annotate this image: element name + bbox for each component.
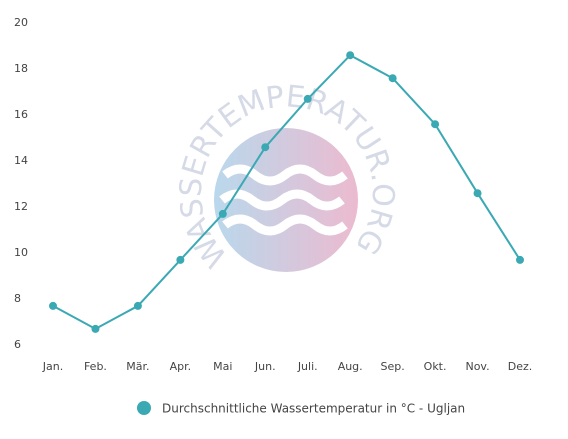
y-tick-label: 14: [14, 154, 28, 167]
x-tick-label: Dez.: [508, 360, 533, 373]
point: [176, 255, 185, 264]
x-tick-label: Aug.: [338, 360, 363, 373]
legend-marker: [137, 401, 151, 415]
legend-label: Durchschnittliche Wassertemperatur in °C…: [162, 402, 465, 416]
point: [133, 301, 142, 310]
watermark-waves: [219, 164, 348, 236]
point: [346, 51, 355, 60]
y-tick-label: 6: [14, 338, 21, 351]
x-tick-label: Jun.: [254, 360, 276, 373]
x-tick-label: Mär.: [126, 360, 149, 373]
x-tick-label: Jan.: [42, 360, 63, 373]
y-tick-label: 10: [14, 246, 28, 259]
point: [261, 143, 270, 152]
point: [303, 94, 312, 103]
point: [473, 189, 482, 198]
watermark: WASSERTEMPERATUR.ORG: [173, 79, 399, 274]
x-tick-label: Juli.: [297, 360, 318, 373]
y-tick-label: 20: [14, 16, 28, 29]
point: [516, 255, 524, 264]
x-tick-label: Mai: [213, 360, 232, 373]
y-tick-label: 16: [14, 108, 28, 121]
point: [431, 120, 440, 129]
line: [52, 53, 521, 331]
x-tick-label: Feb.: [84, 360, 107, 373]
x-tick-label: Okt.: [424, 360, 447, 373]
x-tick-label: Apr.: [170, 360, 192, 373]
x-tick-label: Nov.: [465, 360, 489, 373]
x-tick-label: Sep.: [381, 360, 405, 373]
point: [218, 209, 227, 218]
y-tick-label: 12: [14, 200, 28, 213]
y-tick-label: 18: [14, 62, 28, 75]
point: [91, 324, 100, 333]
y-tick-label: 8: [14, 292, 21, 305]
point: [388, 74, 397, 83]
point: [49, 301, 57, 310]
